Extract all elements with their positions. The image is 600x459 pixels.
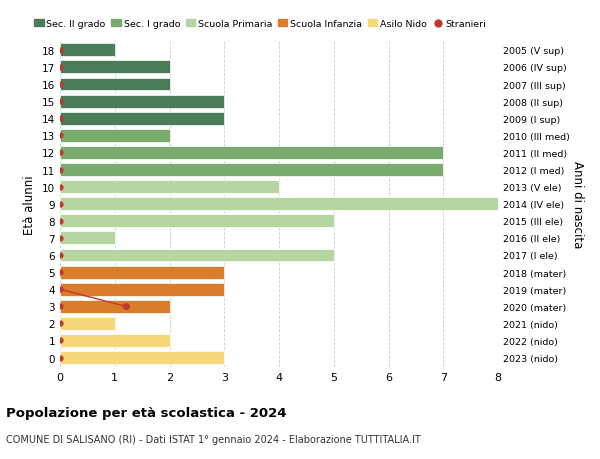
Y-axis label: Anni di nascita: Anni di nascita <box>571 161 584 248</box>
Y-axis label: Età alunni: Età alunni <box>23 174 37 234</box>
Bar <box>60 95 224 108</box>
Bar <box>60 352 224 364</box>
Bar <box>60 334 170 347</box>
Bar <box>60 45 115 57</box>
Bar <box>60 129 170 142</box>
Bar <box>60 164 443 177</box>
Bar <box>60 62 170 74</box>
Bar <box>60 198 498 211</box>
Bar <box>60 112 224 125</box>
Text: COMUNE DI SALISANO (RI) - Dati ISTAT 1° gennaio 2024 - Elaborazione TUTTITALIA.I: COMUNE DI SALISANO (RI) - Dati ISTAT 1° … <box>6 434 421 444</box>
Bar <box>60 266 224 279</box>
Legend: Sec. II grado, Sec. I grado, Scuola Primaria, Scuola Infanzia, Asilo Nido, Stran: Sec. II grado, Sec. I grado, Scuola Prim… <box>34 20 486 29</box>
Bar <box>60 249 334 262</box>
Text: Popolazione per età scolastica - 2024: Popolazione per età scolastica - 2024 <box>6 406 287 419</box>
Bar <box>60 181 279 194</box>
Bar <box>60 300 170 313</box>
Bar <box>60 147 443 159</box>
Bar <box>60 215 334 228</box>
Bar <box>60 78 170 91</box>
Bar <box>60 232 115 245</box>
Bar <box>60 317 115 330</box>
Bar <box>60 283 224 296</box>
